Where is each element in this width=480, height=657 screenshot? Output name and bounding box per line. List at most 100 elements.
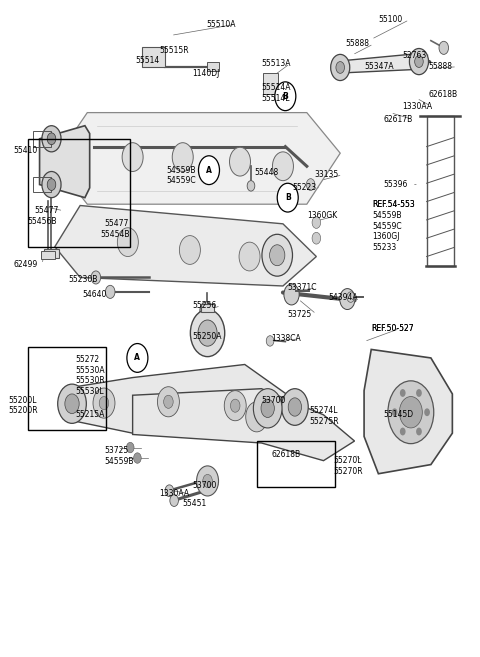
Text: 55477: 55477 bbox=[104, 219, 128, 229]
Bar bbox=[142, 47, 165, 67]
Text: 1330AA: 1330AA bbox=[159, 489, 189, 498]
Circle shape bbox=[388, 381, 434, 443]
Text: 55456B: 55456B bbox=[28, 217, 57, 226]
Bar bbox=[34, 177, 50, 193]
Text: 55200L: 55200L bbox=[9, 396, 37, 405]
Circle shape bbox=[197, 466, 218, 496]
Polygon shape bbox=[55, 206, 316, 286]
Text: 55410: 55410 bbox=[13, 146, 37, 155]
Bar bbox=[28, 139, 130, 247]
Circle shape bbox=[170, 495, 179, 507]
Text: 33135: 33135 bbox=[314, 170, 338, 179]
Text: 52763: 52763 bbox=[402, 51, 427, 60]
Text: 55100: 55100 bbox=[378, 15, 403, 24]
Text: 55888: 55888 bbox=[345, 39, 369, 49]
Text: 54640: 54640 bbox=[83, 290, 107, 299]
Text: 55347A: 55347A bbox=[364, 62, 394, 72]
Circle shape bbox=[165, 485, 174, 497]
Bar bbox=[44, 250, 59, 258]
Circle shape bbox=[273, 152, 293, 181]
Circle shape bbox=[400, 389, 406, 397]
Circle shape bbox=[400, 428, 406, 436]
Text: 55230B: 55230B bbox=[68, 275, 97, 284]
Text: 54394A: 54394A bbox=[328, 292, 358, 302]
Circle shape bbox=[424, 408, 430, 416]
Circle shape bbox=[58, 384, 86, 423]
Circle shape bbox=[133, 453, 141, 463]
Circle shape bbox=[99, 397, 109, 409]
Text: REF.54-553: REF.54-553 bbox=[372, 200, 415, 209]
Text: 54559B: 54559B bbox=[372, 212, 402, 221]
Bar bbox=[206, 62, 218, 72]
Text: 55256: 55256 bbox=[192, 301, 216, 310]
Text: 55275R: 55275R bbox=[309, 417, 339, 426]
Circle shape bbox=[198, 320, 217, 346]
Text: 55223: 55223 bbox=[292, 183, 317, 192]
Circle shape bbox=[399, 397, 422, 428]
Text: 55514L: 55514L bbox=[262, 94, 290, 102]
Circle shape bbox=[416, 389, 422, 397]
Circle shape bbox=[224, 391, 246, 420]
Text: 55250A: 55250A bbox=[192, 332, 222, 341]
Circle shape bbox=[277, 183, 298, 212]
Circle shape bbox=[270, 245, 285, 265]
Text: 55530L: 55530L bbox=[75, 387, 104, 396]
Text: 55454B: 55454B bbox=[100, 230, 130, 238]
Text: 55145D: 55145D bbox=[383, 411, 413, 419]
Text: 1330AA: 1330AA bbox=[402, 102, 432, 110]
Circle shape bbox=[415, 56, 423, 68]
Polygon shape bbox=[63, 365, 297, 438]
Circle shape bbox=[336, 62, 345, 74]
Text: 1360GK: 1360GK bbox=[307, 212, 337, 221]
Text: 55451: 55451 bbox=[183, 499, 207, 509]
Text: 1360GJ: 1360GJ bbox=[372, 233, 400, 241]
Text: 54559B: 54559B bbox=[104, 457, 133, 466]
Circle shape bbox=[281, 389, 308, 425]
Text: 55530A: 55530A bbox=[75, 366, 105, 375]
Text: 55514A: 55514A bbox=[262, 83, 291, 92]
Text: 55215A: 55215A bbox=[75, 411, 105, 419]
Circle shape bbox=[42, 171, 61, 198]
Text: REF.54-553: REF.54-553 bbox=[372, 200, 415, 209]
Circle shape bbox=[262, 235, 292, 276]
Circle shape bbox=[180, 236, 200, 264]
Text: 54559C: 54559C bbox=[372, 222, 402, 231]
Circle shape bbox=[312, 233, 321, 244]
Circle shape bbox=[117, 228, 138, 256]
Text: 54559B: 54559B bbox=[166, 166, 195, 175]
Bar bbox=[263, 74, 278, 95]
Text: REF.50-527: REF.50-527 bbox=[371, 324, 414, 333]
Circle shape bbox=[122, 143, 143, 171]
Circle shape bbox=[409, 49, 429, 75]
Text: 55514: 55514 bbox=[135, 56, 159, 65]
Circle shape bbox=[157, 387, 180, 417]
Text: 1140DJ: 1140DJ bbox=[192, 69, 220, 78]
Circle shape bbox=[229, 147, 251, 176]
Circle shape bbox=[253, 389, 282, 428]
Circle shape bbox=[91, 271, 101, 284]
Text: 55272: 55272 bbox=[75, 355, 99, 365]
Text: 55270L: 55270L bbox=[333, 456, 361, 465]
Circle shape bbox=[392, 408, 397, 416]
Text: 55515R: 55515R bbox=[159, 46, 189, 55]
Circle shape bbox=[106, 285, 115, 298]
Circle shape bbox=[126, 442, 134, 453]
Circle shape bbox=[47, 179, 56, 191]
Circle shape bbox=[164, 396, 173, 408]
Text: 55200R: 55200R bbox=[9, 407, 38, 415]
Text: B: B bbox=[282, 92, 288, 101]
Text: 55274L: 55274L bbox=[309, 406, 338, 415]
Text: 62499: 62499 bbox=[13, 260, 37, 269]
Circle shape bbox=[172, 143, 193, 171]
Text: 55233: 55233 bbox=[372, 243, 397, 252]
Bar bbox=[427, 116, 454, 266]
Circle shape bbox=[284, 284, 299, 305]
Bar bbox=[41, 251, 55, 259]
Text: 55513A: 55513A bbox=[262, 59, 291, 68]
Text: 53700: 53700 bbox=[192, 481, 216, 490]
Circle shape bbox=[306, 179, 315, 191]
Text: B: B bbox=[285, 193, 290, 202]
Circle shape bbox=[230, 399, 240, 412]
Circle shape bbox=[439, 41, 448, 55]
Bar bbox=[34, 131, 50, 147]
